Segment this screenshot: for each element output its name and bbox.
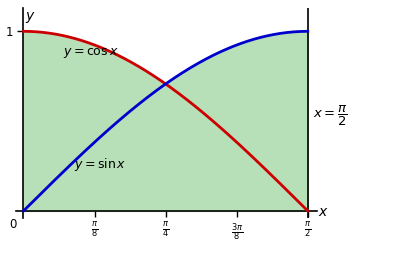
- Text: $x$: $x$: [318, 205, 328, 219]
- Text: $y = \cos x$: $y = \cos x$: [63, 46, 119, 60]
- Text: $x = \dfrac{\pi}{2}$: $x = \dfrac{\pi}{2}$: [312, 104, 347, 128]
- Text: $0$: $0$: [9, 218, 18, 231]
- Text: $y$: $y$: [25, 10, 36, 25]
- Text: $y = \sin x$: $y = \sin x$: [74, 156, 126, 173]
